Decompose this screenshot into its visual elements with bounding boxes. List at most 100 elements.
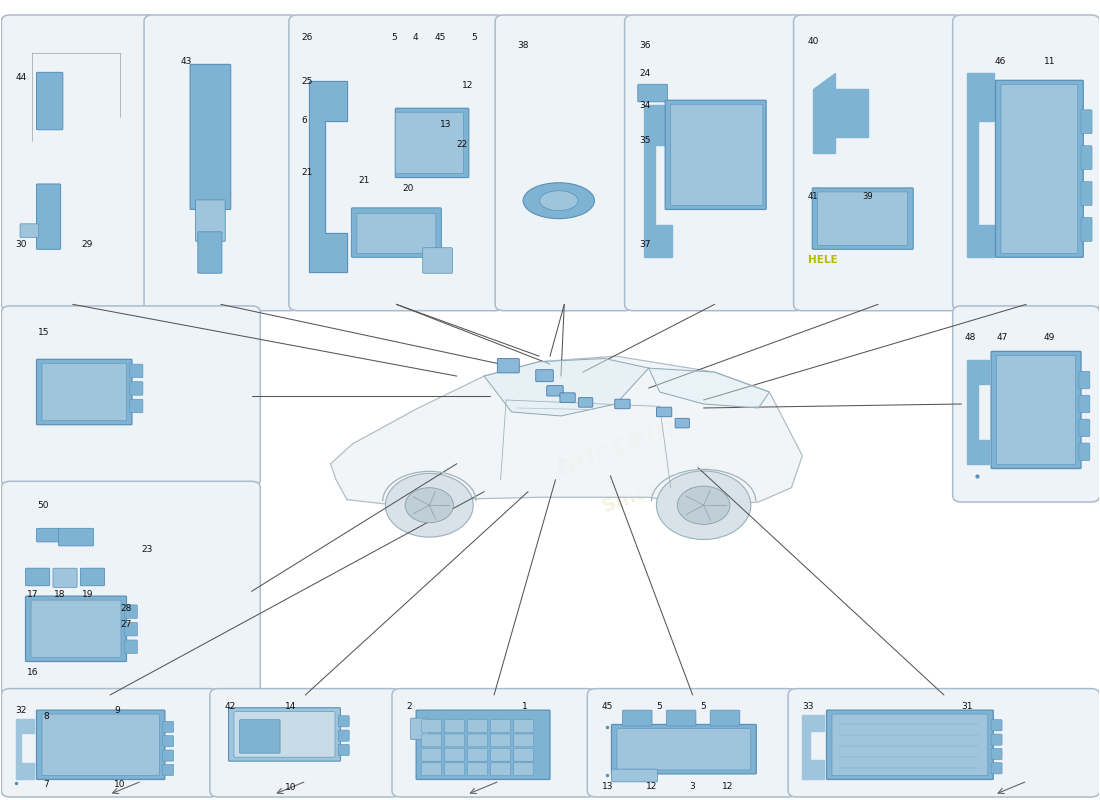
FancyBboxPatch shape xyxy=(421,762,441,775)
FancyBboxPatch shape xyxy=(996,80,1084,258)
Polygon shape xyxy=(967,360,989,464)
Text: 21: 21 xyxy=(358,176,370,186)
Polygon shape xyxy=(331,356,802,506)
Text: 17: 17 xyxy=(26,590,39,599)
FancyBboxPatch shape xyxy=(491,748,510,761)
Polygon shape xyxy=(484,358,649,416)
FancyBboxPatch shape xyxy=(817,192,907,246)
FancyBboxPatch shape xyxy=(163,750,174,761)
FancyBboxPatch shape xyxy=(547,386,563,396)
Ellipse shape xyxy=(540,190,578,210)
FancyBboxPatch shape xyxy=(20,224,38,238)
FancyBboxPatch shape xyxy=(124,622,138,636)
FancyBboxPatch shape xyxy=(997,355,1076,465)
Text: 23: 23 xyxy=(142,545,153,554)
FancyBboxPatch shape xyxy=(612,725,757,774)
FancyBboxPatch shape xyxy=(229,708,340,761)
FancyBboxPatch shape xyxy=(579,398,593,407)
FancyBboxPatch shape xyxy=(1081,182,1092,206)
Text: 9: 9 xyxy=(114,706,120,715)
FancyBboxPatch shape xyxy=(671,104,763,206)
Text: 26: 26 xyxy=(301,33,312,42)
FancyBboxPatch shape xyxy=(395,108,469,178)
FancyBboxPatch shape xyxy=(42,714,160,775)
Text: 13: 13 xyxy=(602,782,613,791)
Polygon shape xyxy=(967,73,994,257)
Text: 16: 16 xyxy=(26,668,39,677)
FancyBboxPatch shape xyxy=(395,112,463,174)
FancyBboxPatch shape xyxy=(638,84,668,102)
FancyBboxPatch shape xyxy=(991,720,1002,731)
Text: 29: 29 xyxy=(81,240,92,249)
FancyBboxPatch shape xyxy=(491,720,510,733)
FancyBboxPatch shape xyxy=(468,734,487,746)
Text: 28: 28 xyxy=(120,604,131,614)
Text: 50: 50 xyxy=(37,501,50,510)
FancyBboxPatch shape xyxy=(356,214,436,254)
Text: 32: 32 xyxy=(15,706,28,715)
Text: 27: 27 xyxy=(120,620,131,630)
Text: 30: 30 xyxy=(15,240,28,249)
FancyBboxPatch shape xyxy=(832,714,988,775)
Text: 19: 19 xyxy=(81,590,94,599)
FancyBboxPatch shape xyxy=(514,734,534,746)
FancyBboxPatch shape xyxy=(991,351,1081,469)
FancyBboxPatch shape xyxy=(514,748,534,761)
FancyBboxPatch shape xyxy=(1081,218,1092,242)
Text: 3: 3 xyxy=(690,782,695,791)
FancyBboxPatch shape xyxy=(444,734,464,746)
FancyBboxPatch shape xyxy=(130,399,143,413)
Circle shape xyxy=(678,486,730,524)
Text: 22: 22 xyxy=(456,140,468,150)
FancyBboxPatch shape xyxy=(491,762,510,775)
Circle shape xyxy=(385,474,473,537)
FancyBboxPatch shape xyxy=(1,482,261,695)
FancyBboxPatch shape xyxy=(675,418,690,428)
FancyBboxPatch shape xyxy=(657,407,672,417)
Text: 45: 45 xyxy=(434,33,447,42)
FancyBboxPatch shape xyxy=(338,716,349,727)
FancyBboxPatch shape xyxy=(58,528,94,546)
Polygon shape xyxy=(813,73,868,153)
Text: 5: 5 xyxy=(471,33,476,42)
Text: 5: 5 xyxy=(701,702,706,710)
FancyBboxPatch shape xyxy=(130,382,143,395)
FancyBboxPatch shape xyxy=(495,15,634,310)
Text: 5: 5 xyxy=(390,33,397,42)
Text: 15: 15 xyxy=(37,328,50,337)
Text: 2: 2 xyxy=(406,702,411,710)
FancyBboxPatch shape xyxy=(240,720,280,753)
Text: 12: 12 xyxy=(723,782,734,791)
FancyBboxPatch shape xyxy=(410,718,429,740)
FancyBboxPatch shape xyxy=(991,734,1002,745)
Text: 37: 37 xyxy=(639,240,650,249)
FancyBboxPatch shape xyxy=(1079,443,1090,461)
FancyBboxPatch shape xyxy=(1001,84,1078,254)
FancyBboxPatch shape xyxy=(36,710,165,779)
Circle shape xyxy=(657,471,751,539)
FancyBboxPatch shape xyxy=(36,184,60,250)
Text: 11: 11 xyxy=(1044,57,1055,66)
FancyBboxPatch shape xyxy=(124,605,138,618)
Polygon shape xyxy=(645,105,672,257)
FancyBboxPatch shape xyxy=(36,359,132,425)
FancyBboxPatch shape xyxy=(491,734,510,746)
Text: HELE: HELE xyxy=(807,255,837,266)
FancyBboxPatch shape xyxy=(163,764,174,775)
FancyBboxPatch shape xyxy=(560,393,575,402)
FancyBboxPatch shape xyxy=(25,568,50,586)
FancyBboxPatch shape xyxy=(1081,110,1092,134)
Polygon shape xyxy=(649,368,769,408)
Text: 10: 10 xyxy=(285,783,296,792)
FancyBboxPatch shape xyxy=(1079,395,1090,413)
FancyBboxPatch shape xyxy=(497,358,519,373)
Text: 24: 24 xyxy=(639,69,650,78)
Text: 45: 45 xyxy=(602,702,613,710)
FancyBboxPatch shape xyxy=(953,15,1100,310)
FancyBboxPatch shape xyxy=(468,720,487,733)
FancyBboxPatch shape xyxy=(444,720,464,733)
Text: 8: 8 xyxy=(43,712,48,721)
FancyBboxPatch shape xyxy=(444,762,464,775)
FancyBboxPatch shape xyxy=(31,600,121,658)
Text: 43: 43 xyxy=(180,57,191,66)
